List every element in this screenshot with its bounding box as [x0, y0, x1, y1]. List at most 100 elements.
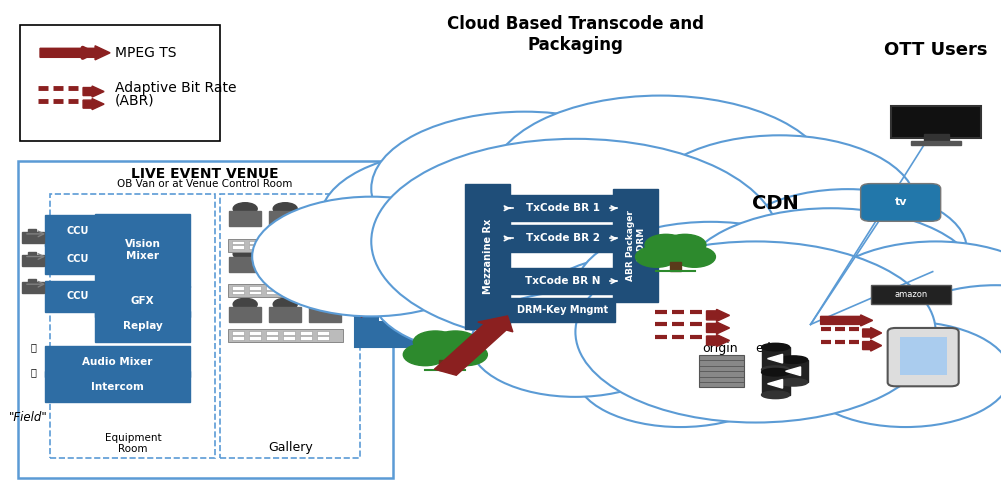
FancyBboxPatch shape — [762, 347, 790, 370]
Ellipse shape — [762, 366, 790, 373]
FancyBboxPatch shape — [220, 194, 361, 458]
FancyBboxPatch shape — [95, 311, 190, 342]
Bar — [232, 336, 244, 340]
Circle shape — [274, 248, 298, 260]
Ellipse shape — [762, 343, 790, 351]
Text: GFX: GFX — [131, 296, 154, 306]
Bar — [318, 286, 330, 290]
Bar — [284, 291, 296, 294]
Text: ABR Packager
& DRM: ABR Packager & DRM — [626, 210, 645, 281]
Bar — [439, 360, 451, 370]
Bar — [249, 331, 262, 335]
FancyBboxPatch shape — [18, 161, 394, 478]
Bar — [267, 336, 279, 340]
Bar — [698, 355, 743, 387]
Circle shape — [645, 234, 687, 256]
Bar — [318, 241, 330, 244]
Bar — [270, 211, 302, 226]
FancyBboxPatch shape — [45, 346, 190, 377]
Bar — [284, 331, 296, 335]
Text: MPEG TS: MPEG TS — [115, 46, 176, 60]
Circle shape — [372, 112, 677, 266]
FancyBboxPatch shape — [45, 215, 110, 246]
Bar — [228, 239, 344, 252]
Circle shape — [233, 248, 258, 260]
Circle shape — [413, 331, 457, 353]
Circle shape — [654, 241, 696, 263]
Bar — [318, 291, 330, 294]
FancyBboxPatch shape — [871, 285, 951, 304]
Bar — [229, 257, 262, 272]
FancyArrow shape — [863, 340, 882, 351]
Text: tv: tv — [895, 198, 907, 207]
Text: Replay: Replay — [122, 321, 162, 331]
FancyBboxPatch shape — [891, 106, 981, 138]
FancyBboxPatch shape — [510, 195, 615, 221]
Circle shape — [891, 285, 1002, 391]
Text: (ABR): (ABR) — [115, 94, 154, 108]
Bar — [267, 331, 279, 335]
FancyArrow shape — [706, 334, 729, 347]
Circle shape — [314, 203, 338, 215]
Ellipse shape — [762, 368, 790, 376]
Bar — [28, 252, 36, 255]
Text: Cloud Based Transcode and
Packaging: Cloud Based Transcode and Packaging — [447, 15, 704, 54]
Ellipse shape — [780, 379, 808, 386]
Circle shape — [575, 222, 846, 358]
Text: origin: origin — [702, 342, 738, 355]
Text: OTT Users: OTT Users — [884, 41, 987, 59]
Bar — [28, 229, 36, 232]
FancyBboxPatch shape — [95, 286, 190, 317]
Circle shape — [372, 234, 609, 354]
Bar — [669, 262, 681, 271]
FancyArrow shape — [83, 86, 104, 97]
Bar — [228, 284, 344, 297]
FancyArrow shape — [706, 309, 729, 321]
FancyBboxPatch shape — [45, 371, 190, 402]
Bar — [301, 286, 313, 290]
Ellipse shape — [780, 356, 808, 364]
Bar — [267, 241, 279, 244]
Bar — [284, 336, 296, 340]
Bar — [301, 245, 313, 249]
Bar — [301, 331, 313, 335]
Bar — [284, 245, 296, 249]
Bar — [267, 286, 279, 290]
Text: Gallery: Gallery — [268, 441, 313, 454]
Circle shape — [314, 298, 338, 310]
Text: amazon: amazon — [894, 290, 927, 299]
Ellipse shape — [762, 391, 790, 398]
Circle shape — [423, 339, 467, 361]
Text: CCU: CCU — [66, 291, 89, 301]
FancyBboxPatch shape — [50, 194, 215, 458]
Circle shape — [728, 189, 967, 309]
Bar — [249, 286, 262, 290]
Bar — [301, 291, 313, 294]
Text: TxCode BR N: TxCode BR N — [525, 276, 600, 286]
FancyBboxPatch shape — [95, 214, 190, 287]
FancyBboxPatch shape — [510, 298, 615, 322]
FancyArrow shape — [706, 322, 729, 334]
Circle shape — [635, 246, 677, 267]
Circle shape — [470, 291, 680, 397]
FancyArrow shape — [83, 99, 104, 110]
Bar — [310, 307, 342, 322]
FancyBboxPatch shape — [20, 25, 220, 141]
Bar — [229, 307, 262, 322]
Circle shape — [643, 135, 916, 272]
Text: TxCode BR 1: TxCode BR 1 — [526, 203, 600, 213]
Bar — [22, 232, 44, 243]
Bar — [318, 336, 330, 340]
Circle shape — [626, 234, 865, 354]
FancyBboxPatch shape — [900, 337, 947, 375]
FancyBboxPatch shape — [780, 360, 808, 382]
Circle shape — [664, 234, 706, 256]
Text: CDN: CDN — [753, 194, 799, 213]
Bar — [284, 286, 296, 290]
Bar — [249, 245, 262, 249]
Bar — [249, 336, 262, 340]
Text: Vision
Mixer: Vision Mixer — [124, 239, 160, 261]
Circle shape — [816, 241, 1002, 362]
Bar — [301, 336, 313, 340]
Bar — [301, 241, 313, 244]
